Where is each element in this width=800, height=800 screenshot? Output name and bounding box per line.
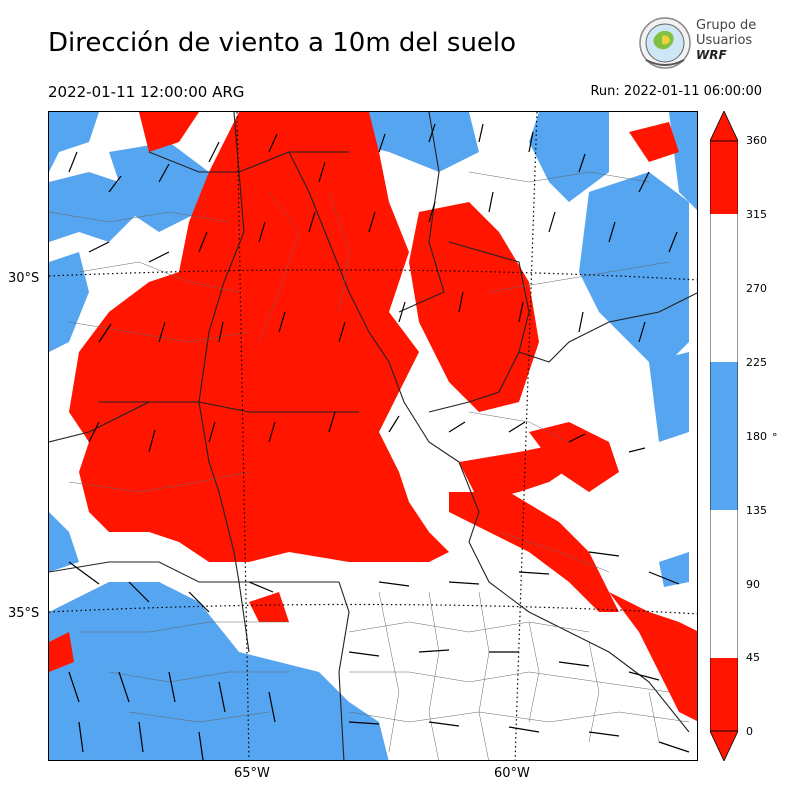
colorbar-top-extension: [710, 111, 738, 142]
wind-direction-map[interactable]: [48, 111, 698, 761]
colorbar-tick-135: 135: [746, 504, 767, 517]
colorbar-band-white-lower: [710, 510, 738, 658]
wrf-users-logo: Grupo de Usuarios WRF: [638, 16, 758, 72]
colorbar-tick-360: 360: [746, 134, 767, 147]
wind-arrows: [68, 123, 690, 760]
colorbar-tick-0: 0: [746, 725, 753, 738]
colorbar-band-red-top: [710, 141, 738, 214]
lon-label-60w: 60°W: [494, 766, 530, 781]
colorbar-tick-180: 180: [746, 430, 767, 443]
colorbar-unit: °: [772, 431, 778, 444]
department-boundaries: [49, 171, 690, 760]
logo-text: Grupo de Usuarios WRF: [696, 18, 757, 62]
valid-time-label: 2022-01-11 12:00:00 ARG: [48, 83, 245, 101]
globe-seal-icon: [639, 17, 691, 69]
red-direction-regions: [49, 112, 697, 721]
direction-colorbar: [710, 111, 738, 761]
colorbar-tick-225: 225: [746, 356, 767, 369]
map-canvas: [49, 112, 697, 760]
colorbar-band-blue: [710, 362, 738, 510]
colorbar-band-white-upper: [710, 214, 738, 362]
graticule-lines: [49, 112, 697, 760]
lon-label-65w: 65°W: [234, 766, 270, 781]
run-time-label: Run: 2022-01-11 06:00:00: [590, 84, 762, 99]
lat-label-30s: 30°S: [8, 271, 40, 286]
lat-label-35s: 35°S: [8, 606, 40, 621]
colorbar-tick-90: 90: [746, 578, 760, 591]
province-boundaries: [49, 112, 697, 760]
colorbar-band-red-bottom: [710, 658, 738, 731]
colorbar-tick-45: 45: [746, 651, 760, 664]
colorbar-bottom-extension: [710, 730, 738, 761]
map-title: Dirección de viento a 10m del suelo: [48, 28, 517, 58]
colorbar-tick-270: 270: [746, 282, 767, 295]
colorbar-tick-315: 315: [746, 208, 767, 221]
